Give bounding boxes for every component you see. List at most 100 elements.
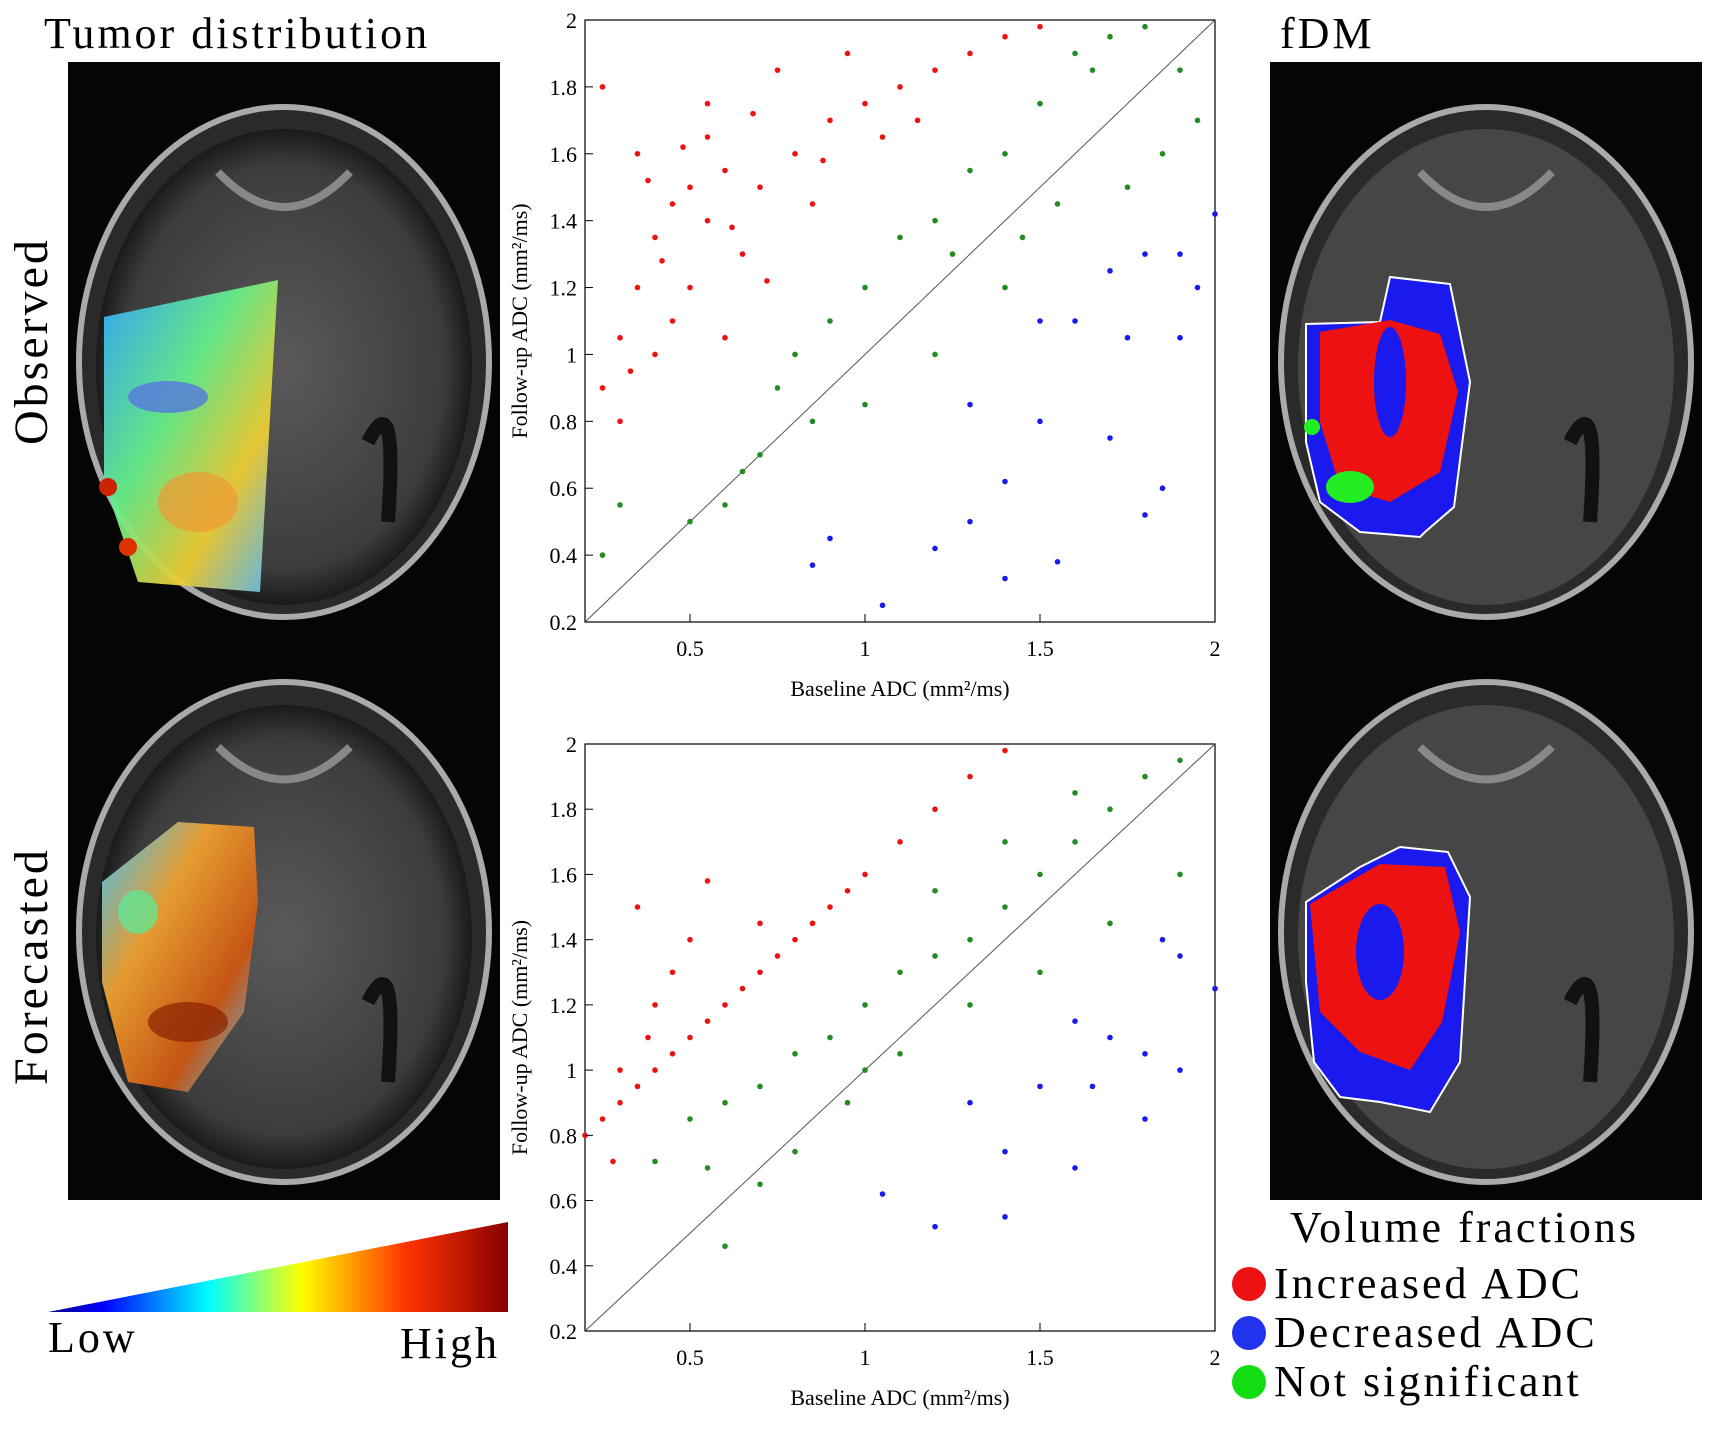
data-point <box>897 234 903 241</box>
data-point <box>1159 936 1166 943</box>
data-point <box>967 518 973 525</box>
data-point <box>967 167 973 174</box>
y-tick-label: 1.6 <box>550 862 578 887</box>
data-point <box>1177 757 1183 764</box>
data-point <box>757 920 763 927</box>
data-point <box>862 1002 868 1008</box>
forecasted-tumor-map-image <box>68 642 500 1200</box>
y-tick-label: 0.8 <box>550 409 578 434</box>
data-point <box>687 184 693 191</box>
data-point <box>809 201 816 207</box>
data-point <box>897 969 903 976</box>
data-point <box>704 1165 711 1171</box>
data-point <box>757 184 763 191</box>
data-point <box>967 1099 973 1106</box>
data-point <box>949 251 956 257</box>
data-point <box>967 1002 973 1008</box>
y-tick-label: 0.6 <box>550 476 578 501</box>
data-point <box>1002 904 1008 910</box>
data-point <box>932 67 938 73</box>
data-point <box>757 1083 763 1090</box>
data-point <box>634 1083 641 1090</box>
y-tick-label: 2 <box>566 8 577 33</box>
y-tick-label: 0.6 <box>550 1189 578 1214</box>
data-point <box>792 1148 798 1155</box>
data-point <box>1107 33 1113 40</box>
data-point <box>652 234 658 241</box>
data-point <box>1107 1034 1113 1041</box>
colorbar-high-label: High <box>400 1319 500 1368</box>
data-point <box>1072 790 1078 796</box>
y-tick-label: 1.6 <box>550 142 578 167</box>
data-point <box>792 150 798 157</box>
data-point <box>1072 50 1078 57</box>
data-point <box>750 110 756 117</box>
data-point <box>862 871 868 878</box>
y-tick-label: 0.4 <box>550 1254 578 1279</box>
data-point <box>1142 773 1148 780</box>
data-point <box>634 150 641 157</box>
x-tick-label: 0.5 <box>676 1345 704 1370</box>
x-tick-label: 2 <box>1210 636 1221 661</box>
data-point <box>1142 1116 1148 1122</box>
data-point <box>1177 67 1183 73</box>
data-point <box>774 953 781 959</box>
data-point <box>1194 284 1201 291</box>
data-point <box>1002 478 1008 485</box>
data-point <box>680 144 686 150</box>
data-point <box>1002 284 1008 291</box>
data-point <box>897 839 903 845</box>
y-tick-label: 1.8 <box>550 75 578 100</box>
data-point <box>757 451 763 458</box>
data-point <box>932 806 938 813</box>
data-point <box>1107 806 1113 813</box>
data-point <box>722 334 728 341</box>
scatter-plot-forecasted: 0.5 1 1.5 2 0.2 0.4 0.6 0.8 1 1.2 1.4 1.6 1.8 2 Baseli… <box>507 732 1221 1410</box>
forecasted-fdm-image <box>1270 642 1702 1200</box>
observed-fdm-image <box>1270 62 1702 642</box>
data-point <box>809 418 816 425</box>
data-point <box>1072 839 1078 845</box>
data-point <box>967 401 973 408</box>
data-point <box>862 1067 868 1073</box>
y-tick-label: 0.2 <box>550 610 578 635</box>
data-point <box>617 1099 623 1106</box>
data-point <box>1159 150 1166 157</box>
data-point <box>1089 1083 1096 1090</box>
data-point <box>827 117 833 124</box>
y-axis-label: Follow-up ADC (mm²/ms) <box>507 920 532 1155</box>
y-tick-label: 1.2 <box>550 276 578 301</box>
data-point <box>627 368 634 374</box>
data-point <box>669 201 676 207</box>
data-point <box>1002 150 1008 157</box>
data-point <box>704 134 711 140</box>
x-tick-label: 2 <box>1210 1345 1221 1370</box>
data-point <box>652 1067 658 1073</box>
data-point <box>1107 920 1113 927</box>
data-point <box>897 1051 903 1057</box>
data-point <box>722 167 728 174</box>
data-point <box>1037 418 1043 425</box>
data-point <box>967 773 973 780</box>
data-point <box>599 1116 606 1122</box>
data-point <box>739 468 746 475</box>
data-point <box>1142 251 1148 257</box>
y-tick-label: 1 <box>566 1058 577 1083</box>
row-label-forecasted: Forecasted <box>5 847 58 1085</box>
y-tick-label: 1.8 <box>550 797 578 822</box>
data-point <box>1002 1148 1008 1155</box>
row-label-observed: Observed <box>5 237 58 445</box>
data-point <box>687 1116 693 1122</box>
not-significant-swatch <box>1232 1364 1266 1399</box>
data-point <box>599 552 606 558</box>
legend-label: Increased ADC <box>1274 1259 1584 1308</box>
data-point <box>1037 100 1043 107</box>
data-point <box>739 985 746 992</box>
data-point <box>792 351 798 358</box>
decreased-adc-swatch <box>1232 1315 1266 1350</box>
x-axis-label: Baseline ADC (mm²/ms) <box>790 676 1009 701</box>
data-point <box>722 1243 728 1250</box>
data-point <box>652 1002 658 1008</box>
data-point <box>897 84 903 90</box>
y-tick-label: 0.2 <box>550 1319 578 1344</box>
